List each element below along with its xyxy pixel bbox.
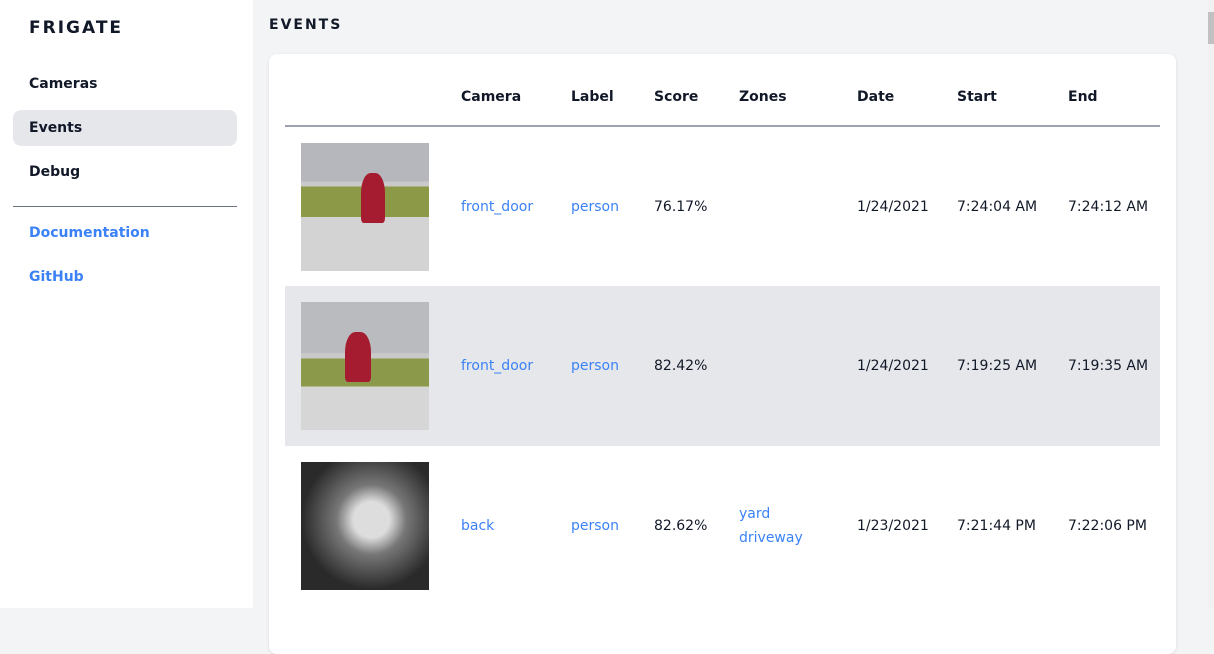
- events-card: Camera Label Score Zones Date Start End …: [269, 54, 1176, 654]
- scrollbar[interactable]: [1208, 0, 1214, 608]
- camera-link[interactable]: front_door: [461, 198, 534, 215]
- event-thumbnail[interactable]: [301, 142, 429, 271]
- header-camera: Camera: [461, 54, 571, 127]
- label-link[interactable]: person: [571, 198, 619, 215]
- date: 1/23/2021: [857, 518, 929, 534]
- score: 82.62%: [654, 518, 708, 534]
- table-row[interactable]: front_door person 82.42% 1/24/2021 7:19:…: [285, 286, 1160, 446]
- main-content: EVENTS Camera Label Score Zones Date Sta…: [253, 0, 1208, 654]
- sidebar: FRIGATE Cameras Events Debug Documentati…: [0, 0, 253, 608]
- score: 82.42%: [654, 286, 739, 446]
- page-title: EVENTS: [269, 17, 343, 33]
- header-thumbnail: [285, 54, 461, 127]
- end-time: 7:19:35 AM: [1068, 286, 1160, 446]
- header-zones: Zones: [739, 54, 857, 127]
- sidebar-item-events[interactable]: Events: [13, 110, 237, 146]
- camera-link[interactable]: front_door: [461, 358, 534, 374]
- end-time: 7:24:12 AM: [1068, 198, 1149, 215]
- start-time: 7:24:04 AM: [957, 198, 1038, 215]
- label-link[interactable]: person: [571, 518, 619, 534]
- date: 1/24/2021: [857, 198, 929, 215]
- table-row[interactable]: front_door person 76.17% 1/24/2021 7:24:…: [285, 126, 1160, 286]
- zone-link[interactable]: driveway: [739, 530, 803, 546]
- table-row[interactable]: back person 82.62% yard driveway 1/23/202…: [285, 446, 1160, 606]
- event-thumbnail[interactable]: [301, 302, 429, 430]
- brand-logo: FRIGATE: [29, 18, 124, 38]
- header-start: Start: [957, 54, 1068, 127]
- date: 1/24/2021: [857, 286, 957, 446]
- sidebar-divider: [13, 206, 237, 207]
- documentation-link[interactable]: Documentation: [29, 225, 150, 241]
- scrollbar-thumb[interactable]: [1208, 12, 1214, 44]
- start-time: 7:19:25 AM: [957, 286, 1068, 446]
- sidebar-item-debug[interactable]: Debug: [29, 164, 81, 180]
- zone-link[interactable]: yard: [739, 506, 771, 522]
- label-link[interactable]: person: [571, 358, 619, 374]
- event-thumbnail[interactable]: [301, 462, 429, 590]
- github-link[interactable]: GitHub: [29, 269, 84, 285]
- start-time: 7:21:44 PM: [957, 518, 1036, 534]
- header-score: Score: [654, 54, 739, 127]
- events-table: Camera Label Score Zones Date Start End …: [285, 54, 1160, 606]
- sidebar-item-cameras[interactable]: Cameras: [29, 76, 98, 92]
- header-date: Date: [857, 54, 957, 127]
- end-time: 7:22:06 PM: [1068, 518, 1147, 534]
- header-label: Label: [571, 54, 654, 127]
- score: 76.17%: [654, 198, 708, 215]
- header-end: End: [1068, 54, 1160, 127]
- camera-link[interactable]: back: [461, 518, 495, 534]
